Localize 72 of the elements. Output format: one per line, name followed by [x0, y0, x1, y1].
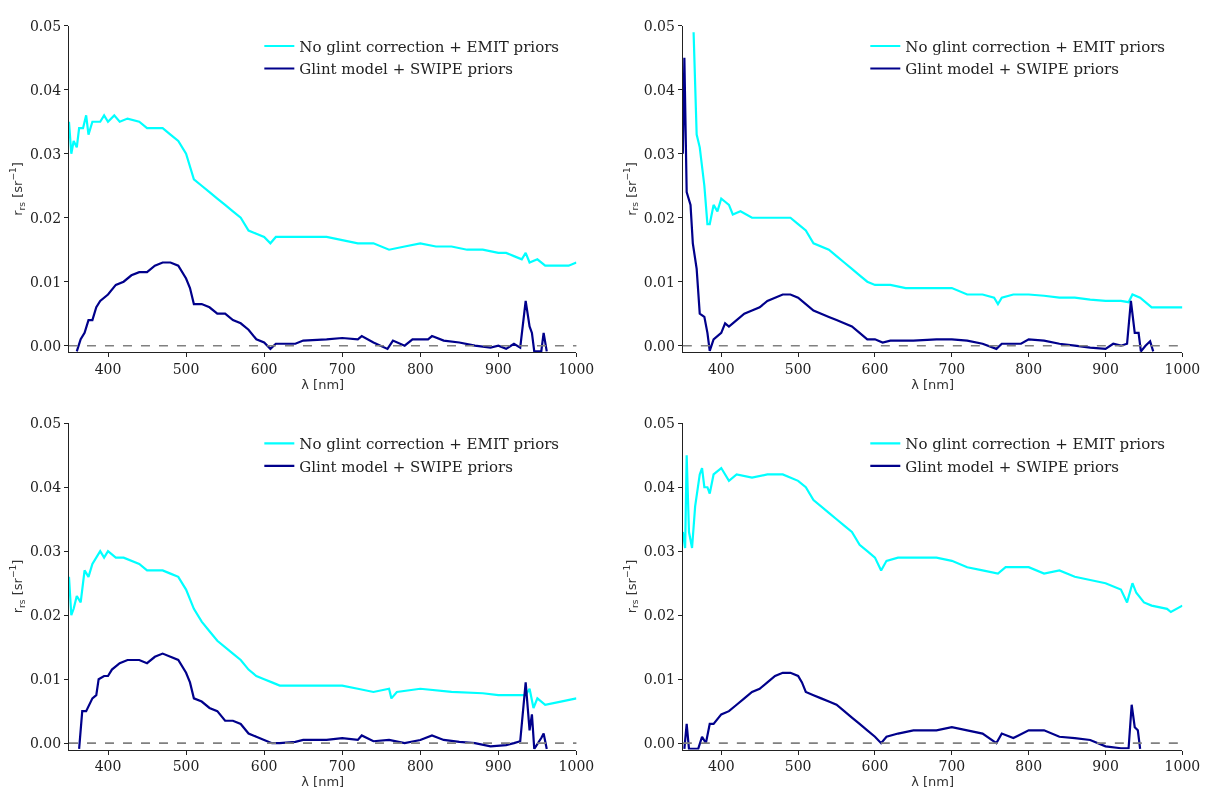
x-tick-label: 900 — [484, 758, 512, 775]
x-tick-label: 700 — [938, 758, 966, 775]
x-tick-label: 600 — [861, 360, 889, 377]
y-tick-label: 0.02 — [643, 607, 675, 624]
y-tick-label: 0.02 — [29, 209, 62, 226]
x-axis-title: λ [nm] — [911, 774, 955, 790]
x-tick-label: 600 — [250, 360, 278, 377]
legend-label: Glint model + SWIPE priors — [905, 457, 1119, 476]
x-tick-label: 1000 — [558, 360, 595, 377]
y-tick-label: 0.04 — [29, 479, 62, 496]
line-series — [683, 671, 1142, 750]
y-tick-label: 0.00 — [29, 735, 62, 752]
x-axis-title: λ [nm] — [301, 376, 345, 392]
x-tick-label: 800 — [406, 360, 434, 377]
x-tick-label: 500 — [172, 758, 200, 775]
x-tick-label: 700 — [938, 360, 966, 377]
y-tick-label: 0.00 — [643, 735, 675, 752]
y-tick-label: 0.00 — [29, 337, 62, 354]
line-series — [682, 56, 1155, 353]
y-tick-label: 0.03 — [29, 543, 62, 560]
line-series — [75, 261, 548, 353]
y-tick-label: 0.05 — [643, 17, 675, 34]
y-tick-label: 0.01 — [643, 671, 675, 688]
x-tick-label: 400 — [707, 360, 735, 377]
y-tick-label: 0.02 — [29, 607, 62, 624]
x-tick-label: 700 — [328, 360, 356, 377]
y-tick-label: 0.01 — [29, 671, 62, 688]
y-tick-label: 0.04 — [643, 81, 676, 98]
y-tick-label: 0.05 — [29, 415, 62, 432]
line-series — [68, 550, 577, 710]
x-tick-label: 500 — [784, 758, 812, 775]
x-tick-label: 500 — [784, 360, 812, 377]
y-tick-label: 0.02 — [643, 209, 675, 226]
y-tick-label: 0.01 — [643, 273, 675, 290]
legend-label: No glint correction + EMIT priors — [905, 37, 1166, 56]
y-tick-label: 0.03 — [643, 145, 675, 162]
y-tick-label: 0.03 — [29, 145, 62, 162]
line-series — [692, 31, 1183, 309]
x-axis-title: λ [nm] — [911, 376, 955, 392]
legend-label: Glint model + SWIPE priors — [299, 60, 513, 79]
x-tick-label: 600 — [861, 758, 889, 775]
y-tick-label: 0.05 — [29, 17, 62, 34]
legend-label: Glint model + SWIPE priors — [905, 60, 1119, 79]
legend-label: No glint correction + EMIT priors — [905, 435, 1166, 454]
y-tick-label: 0.05 — [643, 415, 675, 432]
x-tick-label: 1000 — [1164, 360, 1201, 377]
y-tick-label: 0.00 — [643, 337, 675, 354]
x-axis-title: λ [nm] — [301, 774, 345, 790]
x-tick-label: 900 — [484, 360, 512, 377]
x-tick-label: 800 — [406, 758, 434, 775]
y-tick-label: 0.04 — [29, 81, 62, 98]
x-tick-label: 1000 — [1164, 758, 1201, 775]
x-tick-label: 400 — [707, 758, 735, 775]
line-series — [78, 652, 548, 750]
line-series — [68, 114, 577, 267]
line-series — [682, 454, 1183, 614]
x-tick-label: 700 — [328, 758, 356, 775]
legend-label: Glint model + SWIPE priors — [299, 457, 513, 476]
y-tick-label: 0.01 — [29, 273, 62, 290]
x-tick-label: 900 — [1092, 758, 1119, 775]
x-tick-label: 600 — [250, 758, 278, 775]
x-tick-label: 900 — [1092, 360, 1119, 377]
x-tick-label: 400 — [94, 360, 122, 377]
y-tick-label: 0.04 — [643, 479, 676, 496]
legend-label: No glint correction + EMIT priors — [299, 37, 560, 56]
x-tick-label: 800 — [1015, 360, 1043, 377]
x-tick-label: 400 — [94, 758, 122, 775]
y-tick-label: 0.03 — [643, 543, 675, 560]
x-tick-label: 500 — [172, 360, 200, 377]
legend-label: No glint correction + EMIT priors — [299, 435, 560, 454]
x-tick-label: 800 — [1015, 758, 1043, 775]
x-tick-label: 1000 — [558, 758, 595, 775]
